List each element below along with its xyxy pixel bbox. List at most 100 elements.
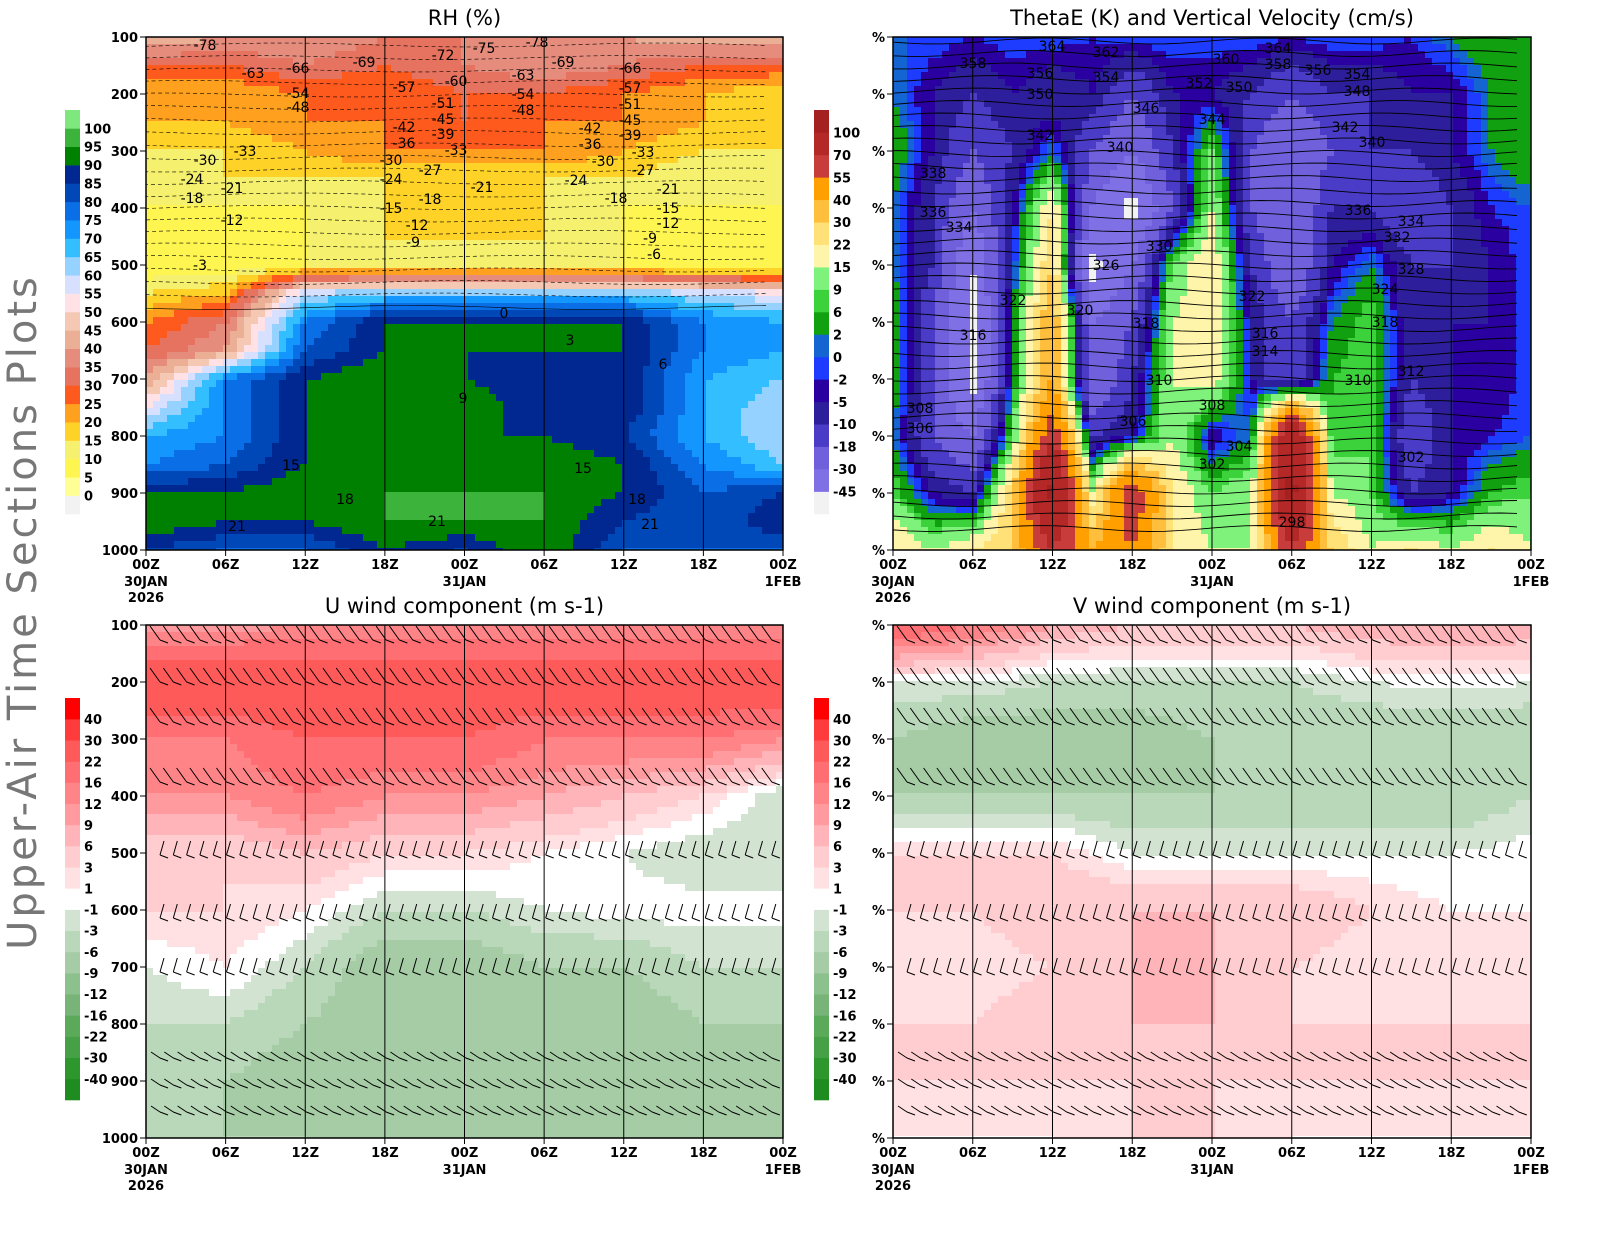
contour-fill-cell: [671, 114, 679, 122]
contour-fill-cell: [237, 289, 245, 297]
contour-fill-cell: [300, 338, 308, 346]
contour-fill-cell: [496, 408, 504, 416]
contour-fill-cell: [349, 317, 357, 325]
contour-fill-cell: [755, 254, 763, 262]
contour-fill-cell: [356, 289, 364, 297]
contour-fill-cell: [447, 254, 455, 262]
contour-fill-cell: [699, 142, 707, 150]
contour-fill-cell: [447, 310, 455, 318]
contour-fill-cell: [706, 72, 714, 80]
contour-fill-cell: [573, 72, 581, 80]
contour-fill-cell: [510, 156, 518, 164]
contour-fill-cell: [202, 317, 210, 325]
contour-fill-cell: [398, 310, 406, 318]
contour-fill-cell: [720, 198, 728, 206]
contour-fill-cell: [244, 359, 252, 367]
contour-fill-cell: [489, 352, 497, 360]
contour-fill-cell: [419, 303, 427, 311]
contour-fill-cell: [468, 289, 476, 297]
contour-fill-cell: [167, 338, 175, 346]
contour-fill-cell: [475, 72, 483, 80]
contour-fill-cell: [314, 296, 322, 304]
contour-fill-cell: [272, 177, 280, 185]
contour-fill-cell: [468, 338, 476, 346]
contour-fill-cell: [482, 212, 490, 220]
contour-fill-cell: [671, 93, 679, 101]
contour-fill-cell: [769, 128, 777, 136]
contour-fill-cell: [545, 100, 553, 108]
contour-fill-cell: [755, 359, 763, 367]
contour-fill-cell: [629, 282, 637, 290]
contour-fill-cell: [664, 149, 672, 157]
contour-fill-cell: [419, 44, 427, 52]
contour-fill-cell: [342, 79, 350, 87]
contour-fill-cell: [671, 310, 679, 318]
contour-fill-cell: [300, 198, 308, 206]
contour-fill-cell: [202, 142, 210, 150]
contour-fill-cell: [503, 170, 511, 178]
contour-fill-cell: [335, 107, 343, 115]
contour-fill-cell: [762, 170, 770, 178]
contour-fill-cell: [489, 219, 497, 227]
contour-fill-cell: [153, 387, 161, 395]
contour-fill-cell: [503, 100, 511, 108]
contour-fill-cell: [552, 219, 560, 227]
contour-fill-cell: [503, 415, 511, 423]
contour-fill-cell: [615, 261, 623, 269]
contour-fill-cell: [559, 380, 567, 388]
contour-fill-cell: [237, 373, 245, 381]
contour-fill-cell: [370, 331, 378, 339]
contour-fill-cell: [328, 317, 336, 325]
contour-fill-cell: [160, 373, 168, 381]
contour-fill-cell: [769, 408, 777, 416]
contour-fill-cell: [482, 387, 490, 395]
contour-fill-cell: [636, 51, 644, 59]
contour-fill-cell: [181, 331, 189, 339]
contour-fill-cell: [181, 240, 189, 248]
contour-fill-cell: [748, 51, 756, 59]
contour-fill-cell: [405, 254, 413, 262]
contour-fill-cell: [209, 170, 217, 178]
contour-fill-cell: [552, 408, 560, 416]
contour-fill-cell: [559, 198, 567, 206]
contour-fill-cell: [293, 191, 301, 199]
contour-fill-cell: [167, 184, 175, 192]
contour-fill-cell: [363, 366, 371, 374]
contour-fill-cell: [531, 128, 539, 136]
contour-fill-cell: [748, 107, 756, 115]
contour-fill-cell: [370, 170, 378, 178]
contour-fill-cell: [398, 387, 406, 395]
contour-fill-cell: [258, 268, 266, 276]
contour-fill-cell: [160, 324, 168, 332]
contour-fill-cell: [769, 142, 777, 150]
contour-fill-cell: [713, 275, 721, 283]
contour-fill-cell: [244, 58, 252, 66]
contour-fill-cell: [489, 331, 497, 339]
contour-fill-cell: [622, 289, 630, 297]
contour-fill-cell: [657, 317, 665, 325]
contour-fill-cell: [447, 212, 455, 220]
contour-fill-cell: [258, 275, 266, 283]
contour-fill-cell: [734, 247, 742, 255]
contour-fill-cell: [545, 79, 553, 87]
contour-fill-cell: [419, 275, 427, 283]
contour-fill-cell: [545, 387, 553, 395]
contour-fill-cell: [286, 226, 294, 234]
contour-fill-cell: [370, 163, 378, 171]
contour-fill-cell: [559, 289, 567, 297]
contour-fill-cell: [503, 268, 511, 276]
contour-fill-cell: [629, 310, 637, 318]
contour-fill-cell: [706, 338, 714, 346]
contour-fill-cell: [209, 394, 217, 402]
contour-fill-cell: [265, 72, 273, 80]
contour-fill-cell: [671, 359, 679, 367]
contour-fill-cell: [503, 65, 511, 73]
contour-fill-cell: [531, 401, 539, 409]
contour-fill-cell: [279, 86, 287, 94]
contour-fill-cell: [216, 51, 224, 59]
contour-fill-cell: [657, 380, 665, 388]
contour-fill-cell: [503, 135, 511, 143]
contour-fill-cell: [258, 51, 266, 59]
contour-fill-cell: [202, 338, 210, 346]
contour-fill-cell: [377, 121, 385, 129]
